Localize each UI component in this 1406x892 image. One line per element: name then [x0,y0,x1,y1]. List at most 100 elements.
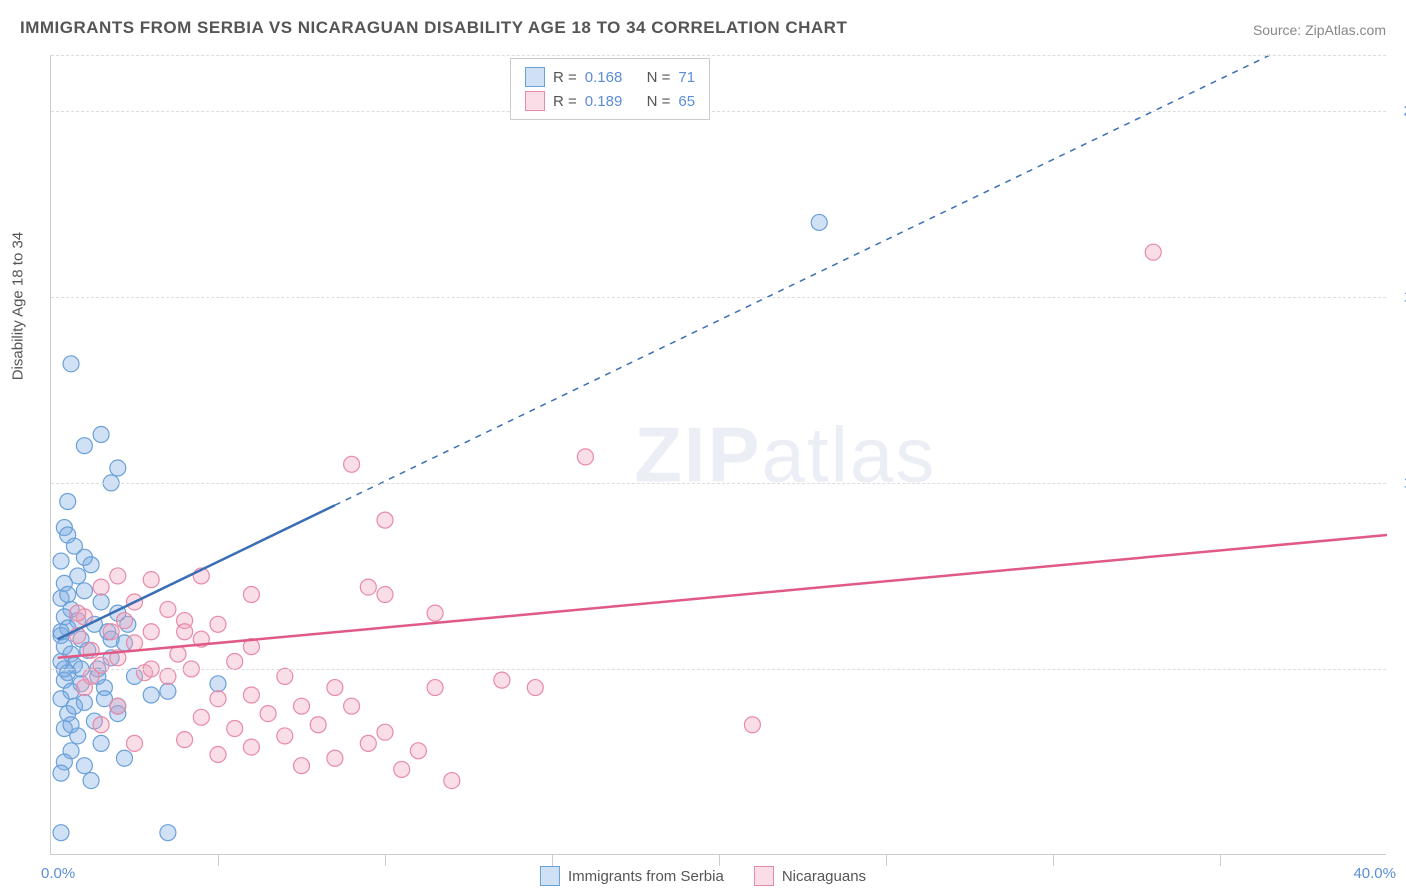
data-point [103,624,119,640]
data-point [377,724,393,740]
data-point [260,706,276,722]
r-label: R = [553,93,577,110]
data-point [83,773,99,789]
data-point [410,743,426,759]
legend-swatch-0 [540,866,560,886]
gridline-h [51,669,1386,670]
x-tick [385,854,386,866]
data-point [294,698,310,714]
data-point [76,549,92,565]
data-point [93,717,109,733]
data-point [160,825,176,841]
legend-item-0: Immigrants from Serbia [540,866,724,886]
x-tick-label-left: 0.0% [41,865,75,882]
data-point [243,739,259,755]
n-label: N = [647,69,671,86]
data-point [143,624,159,640]
data-point [53,765,69,781]
data-point [110,568,126,584]
data-point [60,494,76,510]
y-axis-label: Disability Age 18 to 34 [10,232,27,380]
data-point [83,668,99,684]
data-point [360,579,376,595]
data-point [444,773,460,789]
legend-bottom: Immigrants from Serbia Nicaraguans [540,866,866,886]
r-value-1: 0.189 [585,93,623,110]
data-point [160,668,176,684]
data-point [243,687,259,703]
swatch-nicaraguan [525,91,545,111]
n-value-0: 71 [678,69,695,86]
data-point [70,605,86,621]
data-point [76,583,92,599]
n-label: N = [647,93,671,110]
data-point [160,683,176,699]
data-point [170,646,186,662]
data-point [377,587,393,603]
swatch-serbia [525,67,545,87]
gridline-h [51,55,1386,56]
data-point [227,720,243,736]
scatter-plot-svg [51,55,1386,854]
n-value-1: 65 [678,93,695,110]
legend-item-1: Nicaraguans [754,866,866,886]
chart-title: IMMIGRANTS FROM SERBIA VS NICARAGUAN DIS… [20,18,847,38]
gridline-h [51,111,1386,112]
data-point [110,698,126,714]
data-point [427,680,443,696]
data-point [110,460,126,476]
data-point [93,579,109,595]
legend-label-1: Nicaraguans [782,868,866,885]
data-point [277,728,293,744]
data-point [93,735,109,751]
gridline-h [51,297,1386,298]
x-tick [886,854,887,866]
data-point [76,758,92,774]
data-point [811,214,827,230]
data-point [494,672,510,688]
data-point [143,687,159,703]
data-point [160,601,176,617]
x-tick-label-right: 40.0% [1353,865,1396,882]
data-point [116,613,132,629]
data-point [210,747,226,763]
data-point [210,616,226,632]
trend-line-dashed [335,55,1270,505]
data-point [53,825,69,841]
legend-swatch-1 [754,866,774,886]
data-point [116,750,132,766]
data-point [344,698,360,714]
data-point [210,676,226,692]
x-tick [1220,854,1221,866]
data-point [1145,244,1161,260]
gridline-h [51,483,1386,484]
legend-stats-row-0: R = 0.168 N = 71 [525,65,695,89]
data-point [427,605,443,621]
data-point [193,709,209,725]
legend-label-0: Immigrants from Serbia [568,868,724,885]
data-point [60,587,76,603]
data-point [127,735,143,751]
chart-area: ZIPatlas 5.0%10.0%15.0%20.0%0.0%40.0% [50,55,1386,855]
data-point [377,512,393,528]
data-point [143,572,159,588]
data-point [344,456,360,472]
data-point [177,732,193,748]
data-point [360,735,376,751]
x-tick [218,854,219,866]
data-point [310,717,326,733]
data-point [394,761,410,777]
data-point [93,427,109,443]
data-point [327,750,343,766]
data-point [527,680,543,696]
source-label: Source: ZipAtlas.com [1253,22,1386,38]
x-tick [719,854,720,866]
data-point [66,698,82,714]
data-point [210,691,226,707]
data-point [93,594,109,610]
data-point [294,758,310,774]
data-point [243,587,259,603]
data-point [53,553,69,569]
data-point [63,717,79,733]
trend-line [58,505,335,639]
